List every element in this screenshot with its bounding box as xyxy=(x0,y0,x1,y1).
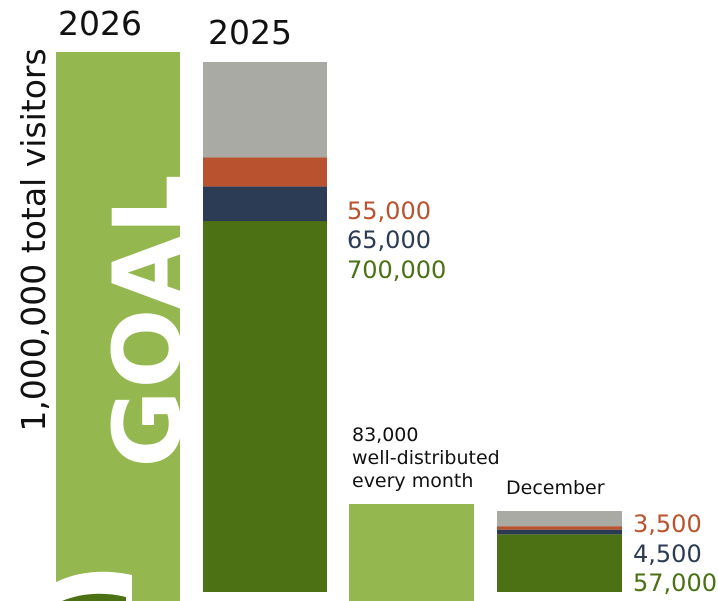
goal-bar-decorative-inner-arc xyxy=(62,593,126,601)
goal-bar-2026 xyxy=(56,52,180,601)
bar-december-segment-1 xyxy=(497,529,622,535)
december-label: December xyxy=(506,477,605,499)
bar-2025-segment-1 xyxy=(203,186,327,222)
bar-december-value-label-2: 3,500 xyxy=(633,510,702,538)
bar-december-segment-2 xyxy=(497,526,622,530)
bar-2025-segment-0 xyxy=(203,221,327,592)
y-axis-label: 1,000,000 total visitors xyxy=(14,48,53,431)
bar-2025-value-label-0: 700,000 xyxy=(347,256,446,284)
bar-december-value-label-0: 57,000 xyxy=(633,569,717,597)
monthly-average-line-3: every month xyxy=(352,470,473,492)
bar-2025-segment-2 xyxy=(203,157,327,187)
monthly-average-line-2: well-distributed xyxy=(352,447,500,469)
year-label-2025: 2025 xyxy=(208,13,292,52)
goal-bar-decorative-arc xyxy=(56,571,132,601)
year-label-2026: 2026 xyxy=(58,4,142,43)
bar-december-value-label-1: 4,500 xyxy=(633,540,702,568)
bar-2025-value-label-2: 55,000 xyxy=(347,197,431,225)
bar-december-segment-3 xyxy=(497,511,622,527)
bar-december xyxy=(497,511,622,592)
monthly-average-bar xyxy=(349,504,474,601)
bar-december-segment-0 xyxy=(497,534,622,592)
monthly-average-value: 83,000 xyxy=(352,424,418,446)
bar-2025-segment-3 xyxy=(203,62,327,158)
bar-2025-value-label-1: 65,000 xyxy=(347,226,431,254)
bar-2025 xyxy=(203,62,327,592)
goal-label: GOAL xyxy=(94,172,203,467)
